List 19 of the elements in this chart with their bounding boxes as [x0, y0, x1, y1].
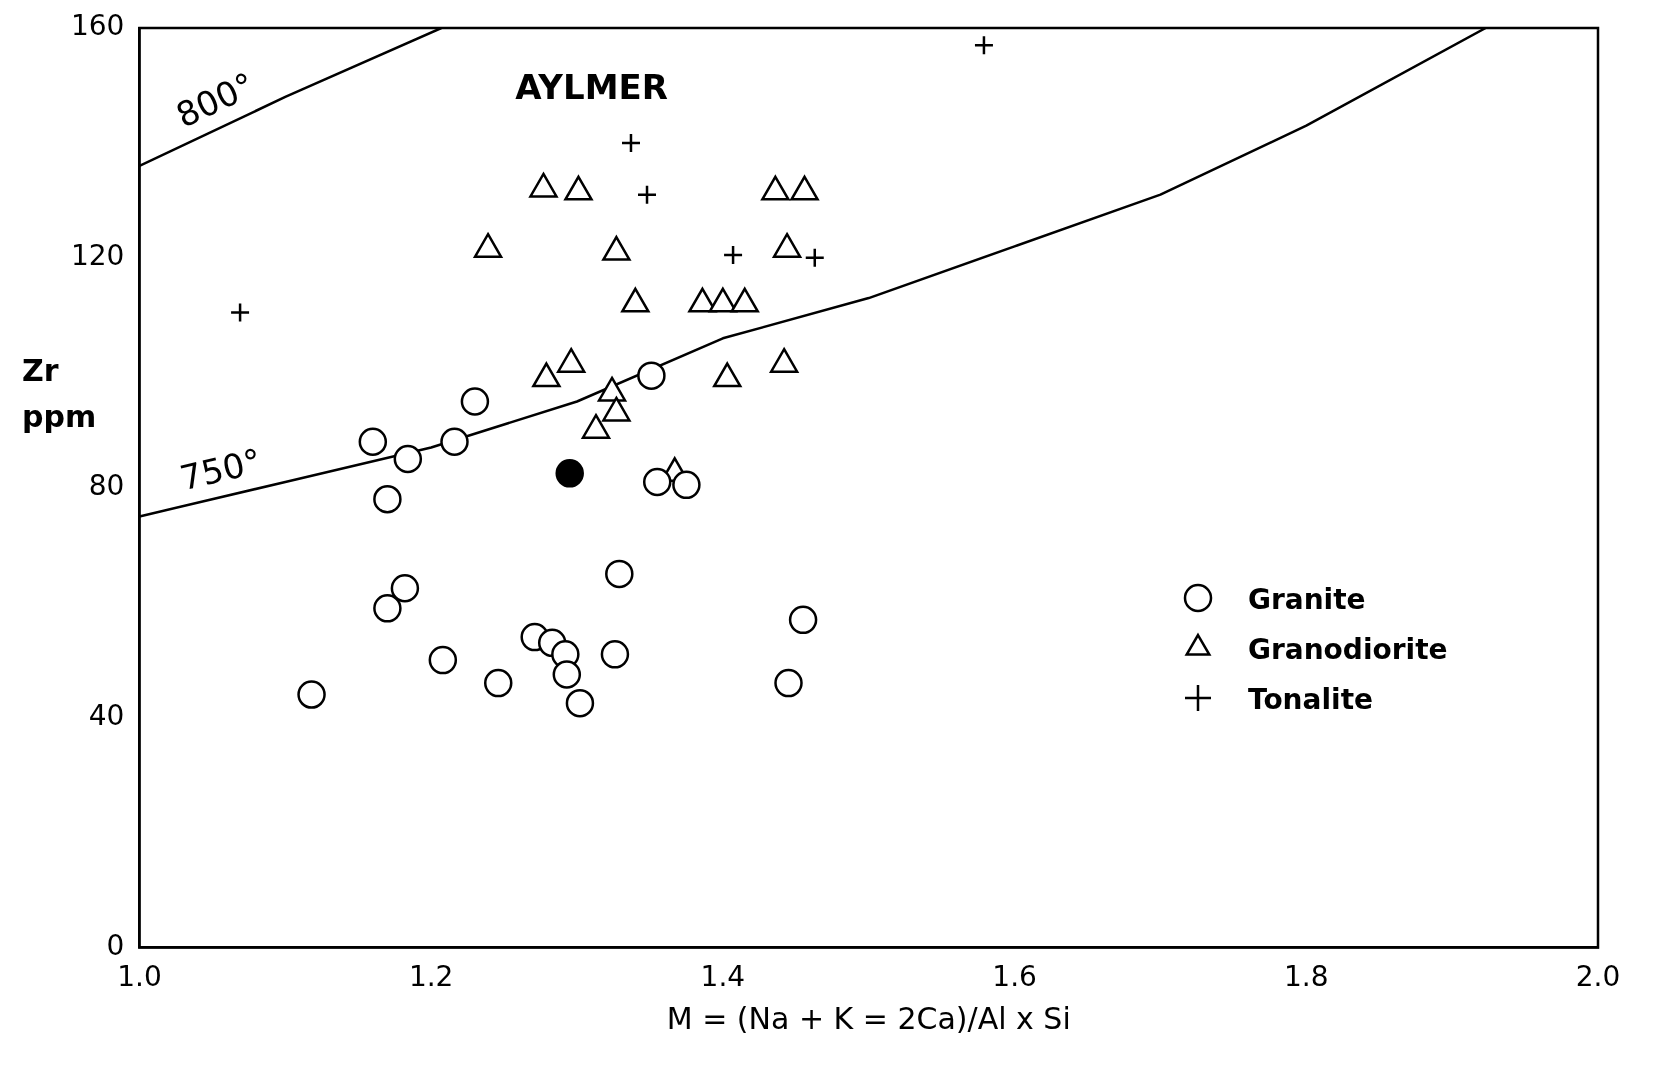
x-tick-label: 1.8: [1284, 960, 1329, 994]
x-tick-label: 1.0: [117, 960, 162, 994]
y-tick-label: 120: [70, 239, 125, 273]
x-tick-label: 1.6: [992, 960, 1037, 994]
legend-label: Tonalite: [1248, 683, 1374, 717]
legend-label: Granodiorite: [1248, 633, 1448, 667]
x-tick-label: 2.0: [1575, 960, 1621, 994]
text: 800°: [169, 64, 261, 136]
x-tick-label: 1.2: [408, 960, 454, 994]
y-tick-label: 40: [88, 698, 125, 732]
y-tick-label: 160: [70, 9, 125, 43]
legend-label: Granite: [1248, 583, 1366, 617]
y-axis-title: Zr ppm: [22, 352, 97, 434]
y-tick-label: 80: [88, 468, 125, 502]
text: AYLMER: [515, 66, 668, 107]
x-axis-title: M = (Na + K = 2Ca)/Al x Si: [666, 1000, 1071, 1036]
text: 750°: [176, 440, 266, 499]
x-tick-label: 1.4: [700, 960, 746, 994]
y-tick-label: 0: [106, 928, 125, 962]
